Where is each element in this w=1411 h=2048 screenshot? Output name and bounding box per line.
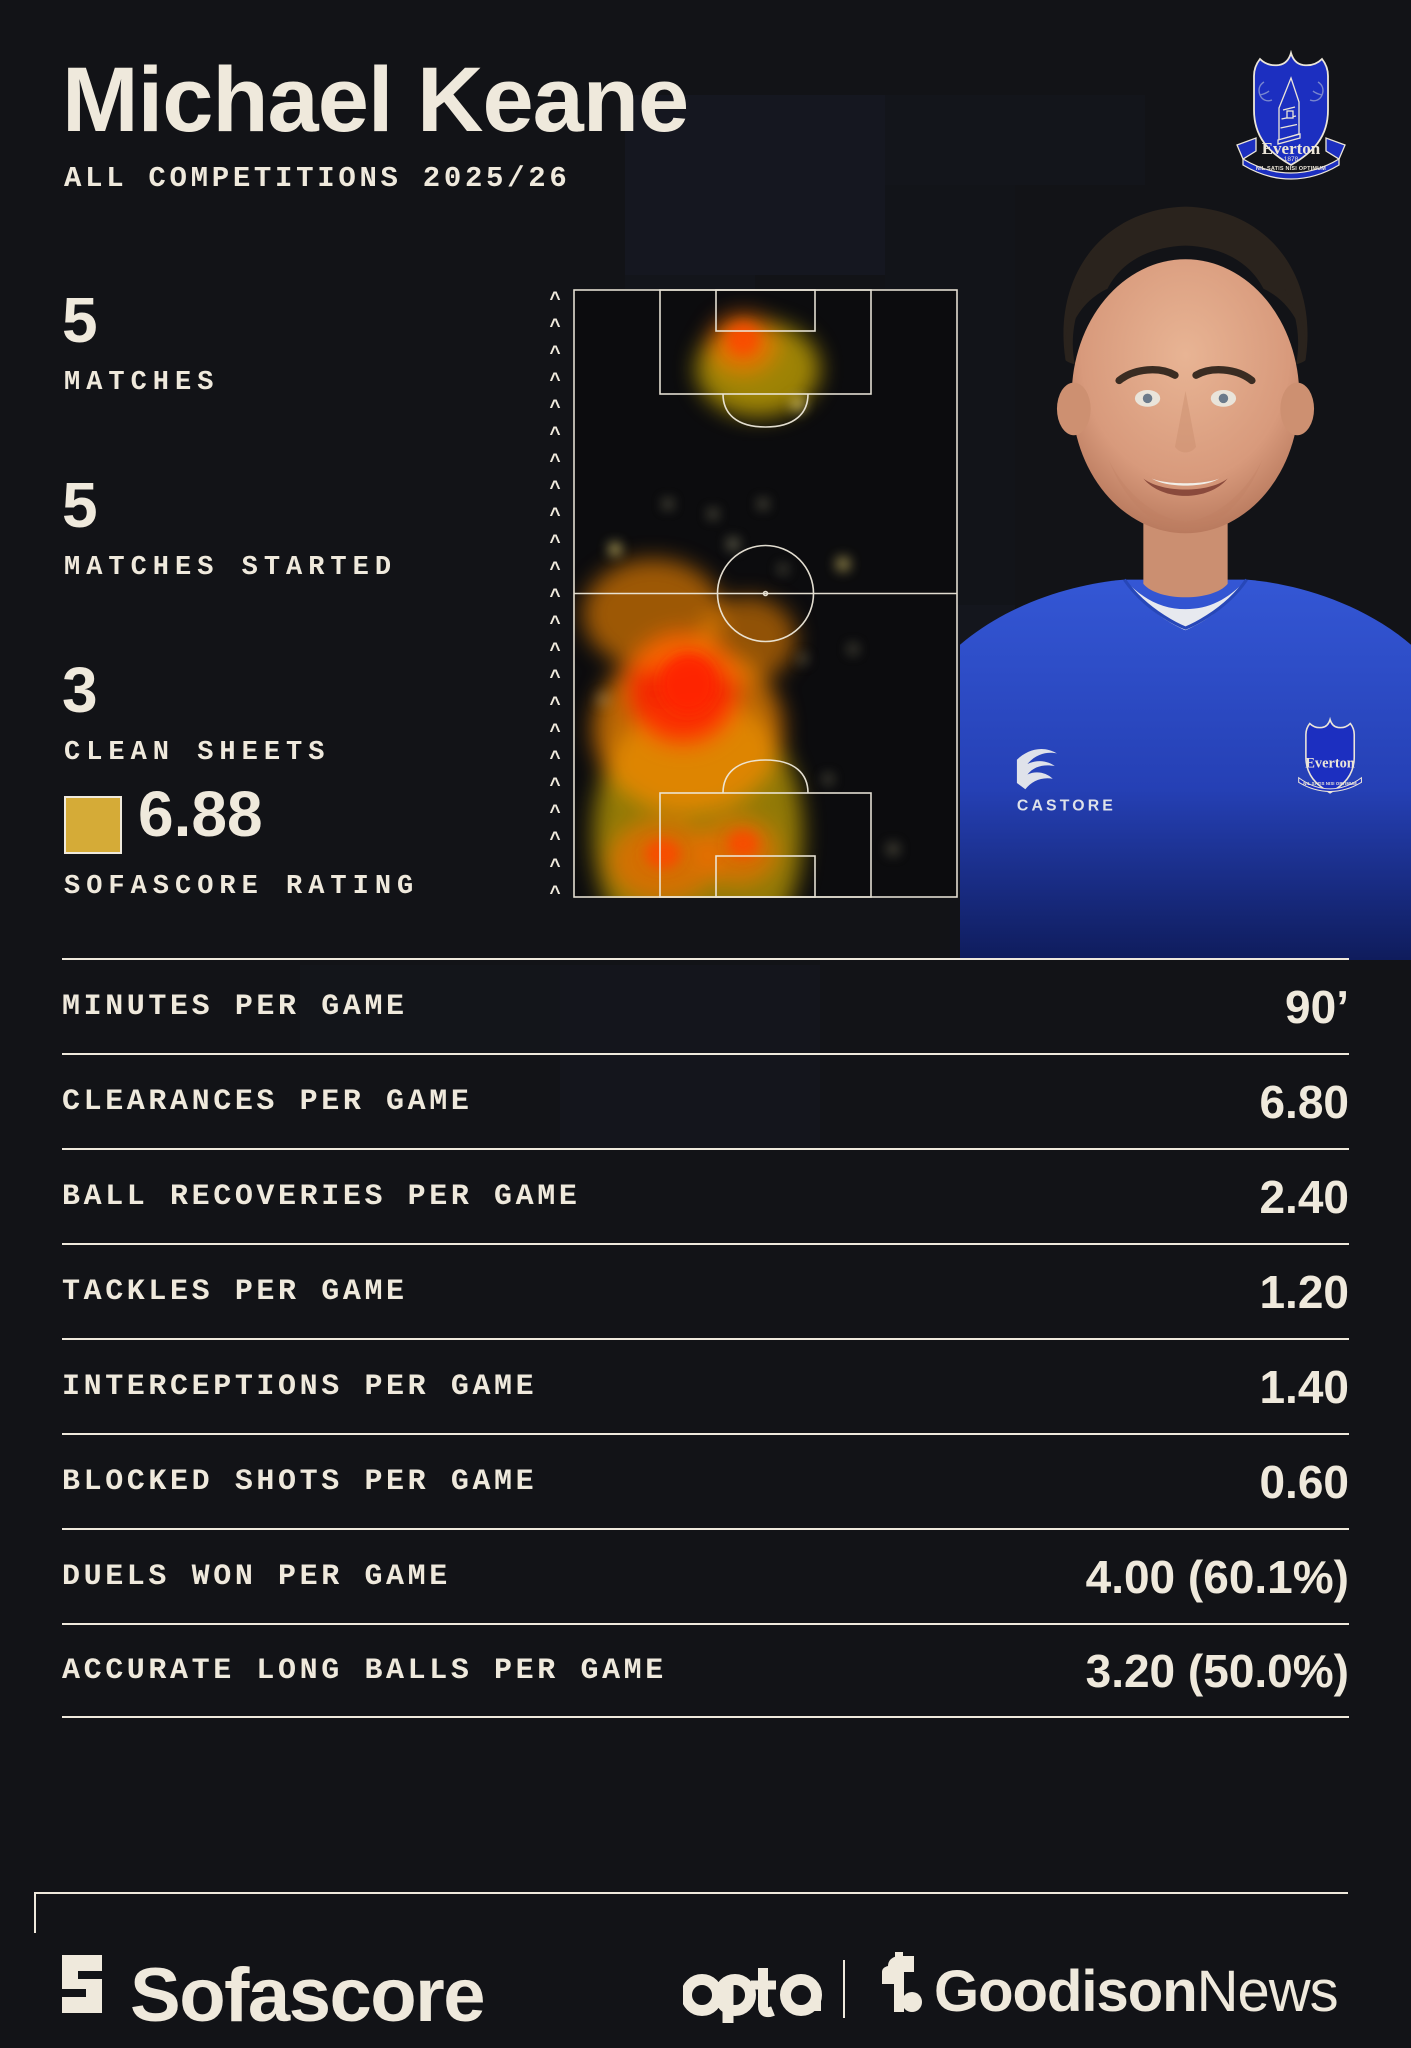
svg-text:NIL SATIS NISI OPTIMUM: NIL SATIS NISI OPTIMUM — [1303, 781, 1357, 786]
svg-text:NIL SATIS NISI OPTIMUM: NIL SATIS NISI OPTIMUM — [1256, 166, 1326, 172]
svg-text:CASTORE: CASTORE — [1017, 797, 1116, 814]
svg-text:1878: 1878 — [1284, 156, 1299, 163]
svg-text:Everton: Everton — [1305, 755, 1354, 771]
